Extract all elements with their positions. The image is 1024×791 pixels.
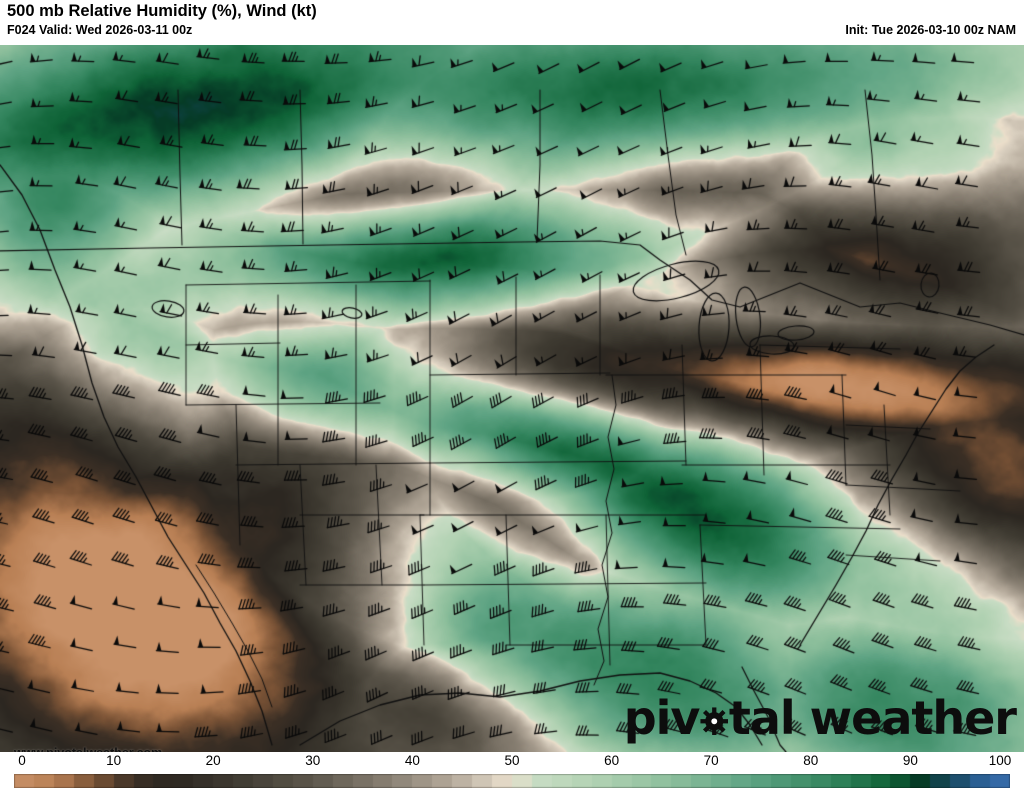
- colorbar-tick-70: 70: [703, 753, 719, 768]
- header: 500 mb Relative Humidity (%), Wind (kt) …: [0, 0, 1024, 45]
- site-url-label: www.pivotalweather.com: [14, 746, 162, 752]
- colorbar-tick-100: 100: [988, 753, 1012, 768]
- pivotal-weather-watermark: piv tal weather: [624, 695, 1017, 741]
- watermark-text-before: piv: [623, 691, 701, 745]
- valid-time-label: F024 Valid: Wed 2026-03-11 00z: [7, 23, 193, 37]
- init-time-label: Init: Tue 2026-03-10 00z NAM: [845, 23, 1016, 37]
- colorbar-tick-60: 60: [604, 753, 620, 768]
- colorbar-tick-40: 40: [404, 753, 420, 768]
- colorbar-tick-90: 90: [902, 753, 918, 768]
- colorbar-gradient: [14, 774, 1010, 788]
- colorbar-tick-0: 0: [18, 753, 26, 768]
- colorbar-tick-labels: 0 10 20 30 40 50 60 70 80 90 100: [0, 752, 1024, 774]
- gear-icon: [700, 707, 729, 736]
- colorbar-tick-30: 30: [305, 753, 321, 768]
- map-viewport[interactable]: www.pivotalweather.com piv tal weather: [0, 45, 1024, 752]
- relative-humidity-map[interactable]: [0, 45, 1024, 752]
- colorbar-tick-50: 50: [504, 753, 520, 768]
- colorbar-tick-10: 10: [106, 753, 122, 768]
- page-title: 500 mb Relative Humidity (%), Wind (kt): [7, 2, 317, 20]
- colorbar: 0 10 20 30 40 50 60 70 80 90 100: [0, 752, 1024, 791]
- watermark-text-after: tal weather: [728, 691, 1017, 745]
- colorbar-tick-80: 80: [803, 753, 819, 768]
- colorbar-tick-20: 20: [205, 753, 221, 768]
